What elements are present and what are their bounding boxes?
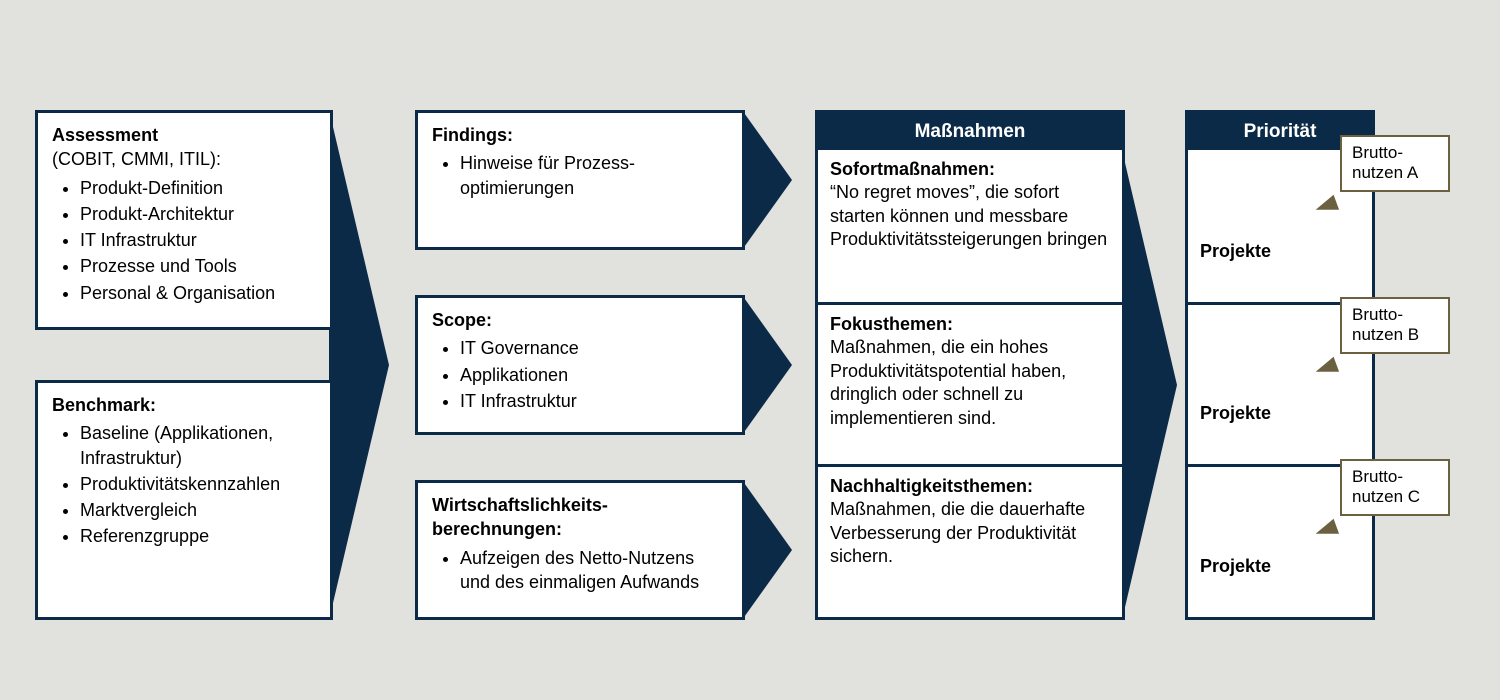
list-item: Aufzeigen des Netto-Nutzens und des einm… <box>460 546 728 595</box>
benchmark-title: Benchmark: <box>52 393 316 417</box>
cell-fokusthemen: Fokusthemen: Maßnahmen, die ein hohes Pr… <box>815 302 1125 467</box>
findings-items: Hinweise für Prozess-optimierungen <box>432 151 728 200</box>
projekte-label-a: Projekte <box>1200 241 1271 262</box>
header-massnahmen: Maßnahmen <box>815 110 1125 154</box>
list-item: Marktvergleich <box>80 498 316 522</box>
cell-nachhaltigkeit: Nachhaltigkeitsthemen: Maßnahmen, die di… <box>815 464 1125 620</box>
chevron-col3 <box>1122 150 1177 620</box>
list-item: Personal & Organisation <box>80 281 316 305</box>
assessment-items: Produkt-Definition Produkt-Architektur I… <box>52 176 316 305</box>
list-item: Prozesse und Tools <box>80 254 316 278</box>
benchmark-items: Baseline (Applikationen, Infrastruktur) … <box>52 421 316 548</box>
cell-sofortmassnahmen: Sofortmaßnahmen: “No regret moves”, die … <box>815 150 1125 305</box>
list-item: Hinweise für Prozess-optimierungen <box>460 151 728 200</box>
box-wirtschaftlichkeit: Wirtschaftslichkeits-berechnungen: Aufze… <box>415 480 745 620</box>
nach-title: Nachhaltigkeitsthemen: <box>830 475 1110 498</box>
list-item: Baseline (Applikationen, Infrastruktur) <box>80 421 316 470</box>
callout-a: Brutto-nutzen A <box>1340 135 1450 192</box>
list-item: IT Infrastruktur <box>460 389 728 413</box>
fokus-title: Fokusthemen: <box>830 313 1110 336</box>
chevron-col2-a <box>742 110 792 250</box>
list-item: Produktivitätskennzahlen <box>80 472 316 496</box>
box-benchmark: Benchmark: Baseline (Applikationen, Infr… <box>35 380 333 620</box>
diagram-stage: Assessment (COBIT, CMMI, ITIL): Produkt-… <box>0 0 1500 700</box>
projekte-label-c: Projekte <box>1200 556 1271 577</box>
scope-items: IT Governance Applikationen IT Infrastru… <box>432 336 728 413</box>
scope-title: Scope: <box>432 308 728 332</box>
assessment-subtitle: (COBIT, CMMI, ITIL): <box>52 147 316 171</box>
chevron-col1 <box>329 110 389 620</box>
list-item: Produkt-Definition <box>80 176 316 200</box>
projekte-label-b: Projekte <box>1200 403 1271 424</box>
list-item: IT Governance <box>460 336 728 360</box>
box-assessment: Assessment (COBIT, CMMI, ITIL): Produkt-… <box>35 110 333 330</box>
sofort-body: “No regret moves”, die sofort starten kö… <box>830 181 1110 251</box>
nach-body: Maßnahmen, die die dauerhafte Verbesseru… <box>830 498 1110 568</box>
list-item: Referenzgruppe <box>80 524 316 548</box>
callout-c: Brutto-nutzen C <box>1340 459 1450 516</box>
wirt-items: Aufzeigen des Netto-Nutzens und des einm… <box>432 546 728 595</box>
assessment-title: Assessment <box>52 125 158 145</box>
list-item: IT Infrastruktur <box>80 228 316 252</box>
list-item: Produkt-Architektur <box>80 202 316 226</box>
findings-title: Findings: <box>432 123 728 147</box>
wirt-title: Wirtschaftslichkeits-berechnungen: <box>432 493 728 542</box>
list-item: Applikationen <box>460 363 728 387</box>
fokus-body: Maßnahmen, die ein hohes Produktivitätsp… <box>830 336 1110 430</box>
chevron-col2-b <box>742 295 792 435</box>
sofort-title: Sofortmaßnahmen: <box>830 158 1110 181</box>
box-scope: Scope: IT Governance Applikationen IT In… <box>415 295 745 435</box>
chevron-col2-c <box>742 480 792 620</box>
box-findings: Findings: Hinweise für Prozess-optimieru… <box>415 110 745 250</box>
callout-b: Brutto-nutzen B <box>1340 297 1450 354</box>
